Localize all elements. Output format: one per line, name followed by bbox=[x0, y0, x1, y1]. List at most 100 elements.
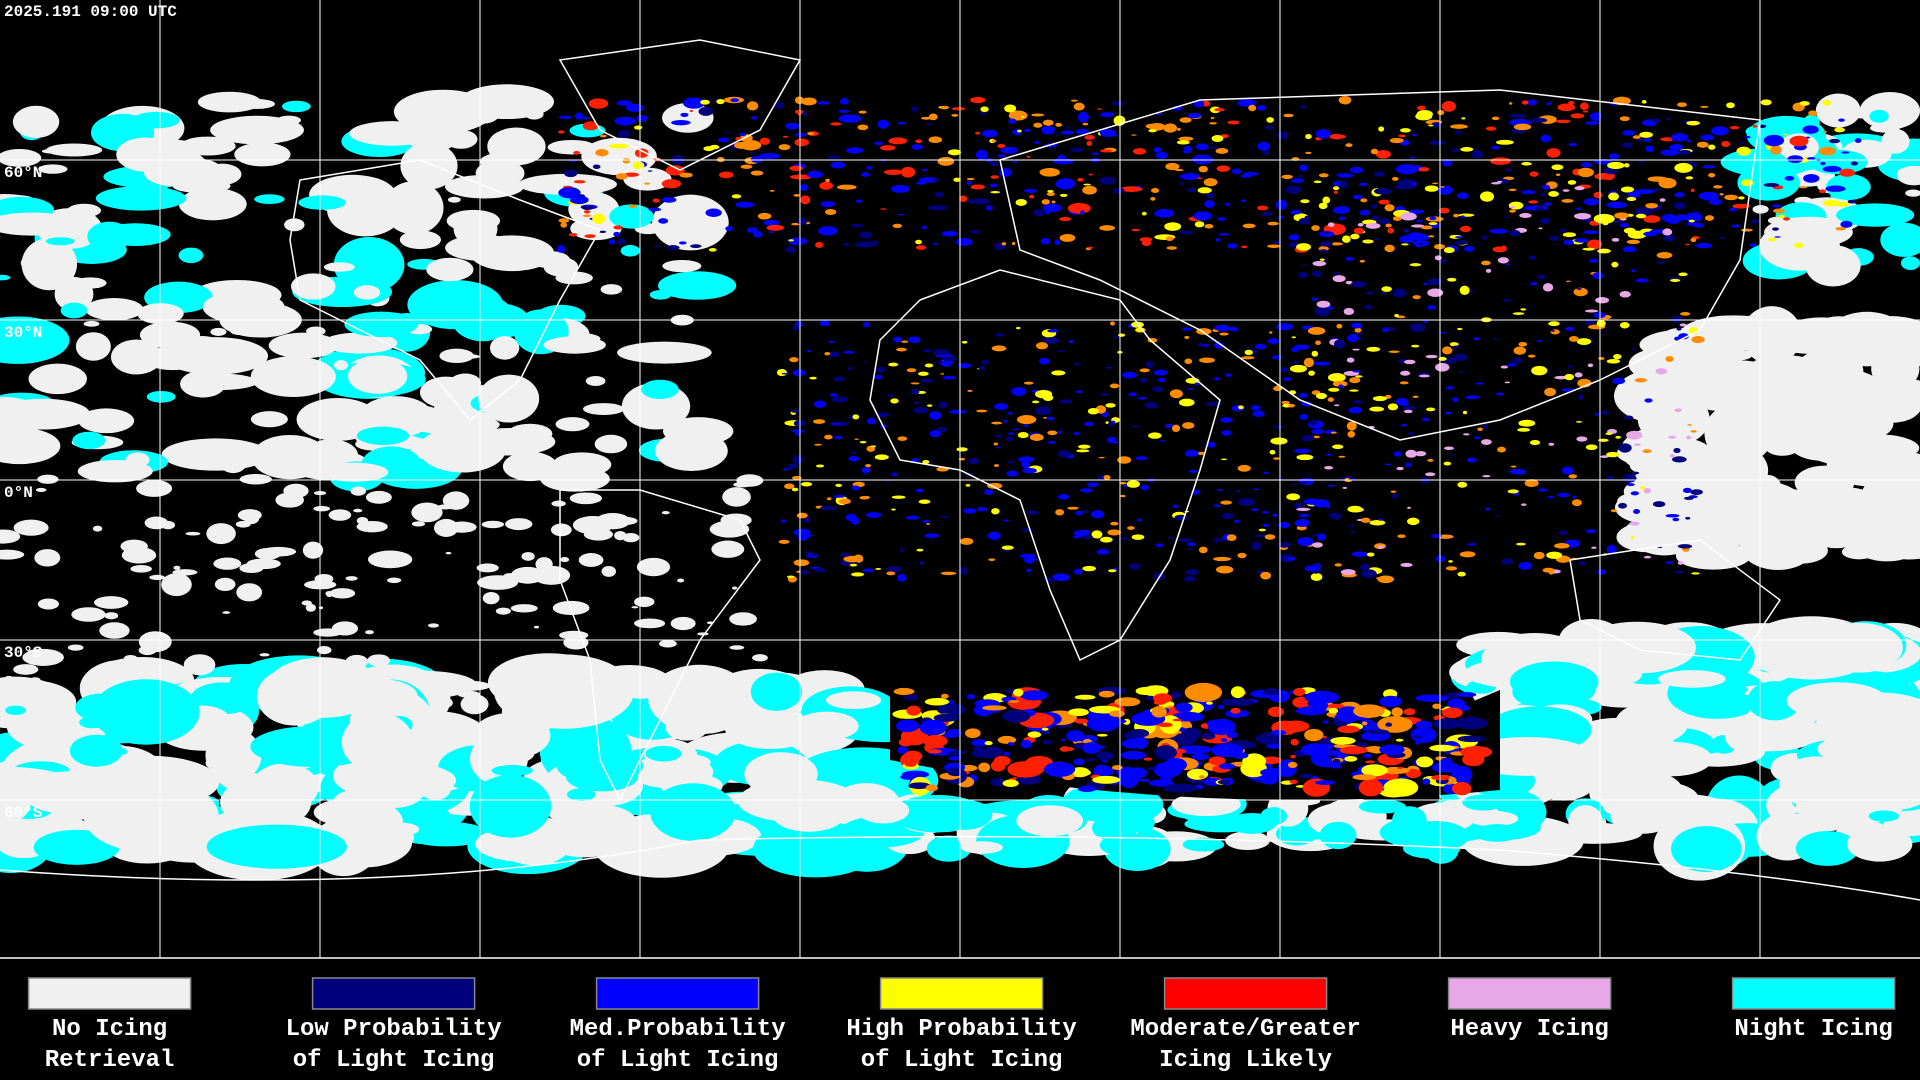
cloud-patch bbox=[1080, 488, 1093, 493]
cloud-patch bbox=[243, 512, 260, 525]
cloud-patch bbox=[1569, 335, 1579, 342]
cloud-patch bbox=[1431, 533, 1442, 539]
cloud-patch bbox=[494, 654, 634, 729]
cloud-patch bbox=[138, 645, 157, 656]
cloud-patch bbox=[901, 340, 909, 343]
cloud-patch bbox=[1099, 225, 1115, 231]
cloud-patch bbox=[1630, 793, 1725, 817]
cloud-patch bbox=[847, 366, 854, 370]
cloud-patch bbox=[540, 466, 610, 492]
cloud-patch bbox=[1187, 388, 1194, 391]
cloud-patch bbox=[1086, 140, 1093, 147]
cloud-patch bbox=[1369, 406, 1385, 412]
cloud-patch bbox=[1305, 151, 1312, 155]
cloud-patch bbox=[973, 745, 985, 755]
cloud-patch bbox=[1799, 101, 1810, 106]
legend-swatch bbox=[1447, 977, 1612, 1010]
cloud-patch bbox=[1602, 333, 1606, 336]
cloud-patch bbox=[1613, 219, 1624, 223]
cloud-patch bbox=[708, 667, 726, 675]
cloud-patch bbox=[1416, 756, 1434, 768]
cloud-patch bbox=[1221, 430, 1232, 436]
cloud-patch bbox=[560, 222, 568, 228]
cloud-patch bbox=[1290, 754, 1296, 759]
cloud-patch bbox=[1038, 357, 1050, 365]
cloud-patch bbox=[1164, 757, 1188, 772]
cloud-patch bbox=[1315, 340, 1321, 345]
cloud-patch bbox=[254, 547, 282, 560]
cloud-patch bbox=[1431, 122, 1442, 128]
cloud-patch bbox=[1652, 501, 1666, 508]
cloud-patch bbox=[840, 552, 851, 557]
cloud-patch bbox=[1218, 763, 1236, 770]
cloud-patch bbox=[592, 213, 606, 225]
cloud-patch bbox=[1453, 213, 1459, 218]
cloud-patch bbox=[1361, 721, 1368, 726]
cloud-patch bbox=[1427, 305, 1437, 310]
cloud-patch bbox=[1378, 199, 1390, 205]
cloud-patch bbox=[758, 153, 781, 160]
cloud-patch bbox=[1466, 457, 1477, 463]
cloud-patch bbox=[1443, 247, 1455, 254]
cloud-patch bbox=[661, 510, 670, 515]
cloud-patch bbox=[1184, 358, 1193, 365]
cloud-patch bbox=[941, 230, 958, 237]
cloud-patch bbox=[995, 333, 1006, 337]
cloud-patch bbox=[1529, 440, 1541, 446]
cloud-patch bbox=[1459, 285, 1470, 295]
cloud-patch bbox=[1417, 105, 1426, 111]
cloud-patch bbox=[1141, 211, 1147, 216]
cloud-patch bbox=[1279, 367, 1289, 373]
cloud-patch bbox=[716, 98, 725, 105]
cloud-patch bbox=[824, 352, 831, 356]
cloud-patch bbox=[896, 719, 920, 733]
cloud-patch bbox=[670, 616, 696, 631]
cloud-patch bbox=[1100, 536, 1113, 543]
cloud-patch bbox=[1680, 312, 1691, 316]
cloud-patch bbox=[1347, 525, 1355, 527]
cloud-patch bbox=[161, 573, 192, 597]
cloud-patch bbox=[1338, 384, 1344, 389]
cloud-patch bbox=[1448, 560, 1453, 563]
cloud-patch bbox=[1055, 122, 1062, 127]
cloud-patch bbox=[1158, 722, 1173, 728]
cloud-patch bbox=[1299, 164, 1309, 172]
cloud-patch bbox=[1597, 248, 1611, 254]
cloud-patch bbox=[1044, 761, 1076, 777]
cloud-patch bbox=[1084, 135, 1095, 140]
cloud-patch bbox=[1422, 778, 1431, 785]
cloud-patch bbox=[1497, 257, 1509, 264]
cloud-patch bbox=[1627, 191, 1641, 198]
cloud-patch bbox=[75, 693, 125, 722]
cloud-patch bbox=[1312, 533, 1319, 537]
cloud-patch bbox=[888, 137, 908, 145]
cloud-patch bbox=[1543, 202, 1553, 206]
cloud-patch bbox=[936, 426, 948, 432]
cloud-patch bbox=[1042, 119, 1054, 126]
cloud-patch bbox=[1423, 282, 1428, 286]
cloud-patch bbox=[1077, 177, 1084, 182]
cloud-patch bbox=[1510, 465, 1517, 468]
cloud-patch bbox=[1289, 364, 1308, 373]
cloud-patch bbox=[1495, 515, 1499, 517]
cloud-patch bbox=[1418, 242, 1424, 246]
cloud-patch bbox=[43, 550, 57, 555]
cloud-patch bbox=[665, 165, 685, 176]
legend-label: of Light Icing bbox=[577, 1047, 779, 1074]
cloud-patch bbox=[1383, 778, 1419, 797]
cloud-patch bbox=[558, 218, 570, 223]
cloud-patch bbox=[1880, 222, 1920, 257]
cloud-patch bbox=[1442, 159, 1453, 167]
cloud-patch bbox=[1567, 364, 1573, 369]
cloud-patch bbox=[206, 523, 236, 545]
cloud-patch bbox=[1043, 416, 1047, 419]
cloud-patch bbox=[1708, 173, 1716, 178]
cloud-patch bbox=[1126, 480, 1140, 488]
cloud-patch bbox=[1608, 192, 1619, 201]
cloud-patch bbox=[1698, 191, 1719, 201]
cloud-patch bbox=[1174, 168, 1184, 172]
cloud-patch bbox=[982, 705, 1007, 711]
cloud-patch bbox=[1248, 104, 1257, 112]
cloud-patch bbox=[991, 139, 997, 143]
cloud-patch bbox=[1184, 449, 1199, 457]
